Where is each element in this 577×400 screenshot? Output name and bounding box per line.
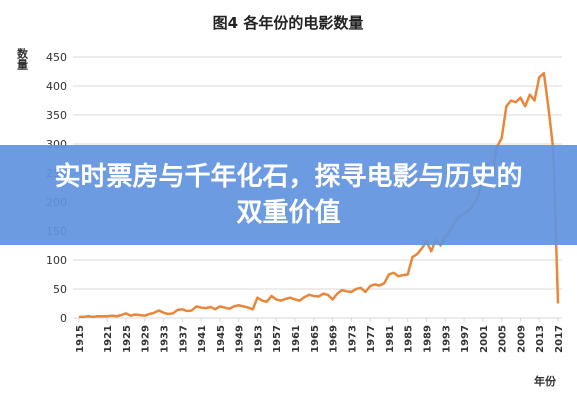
x-tick-label: 1937 bbox=[178, 325, 189, 353]
x-tick-label: 2001 bbox=[479, 325, 490, 353]
x-tick-label: 2005 bbox=[498, 325, 509, 353]
y-tick-label: 100 bbox=[46, 254, 67, 267]
y-tick-label: 50 bbox=[53, 283, 67, 296]
x-tick-label: 1973 bbox=[347, 325, 358, 353]
x-tick-label: 1945 bbox=[216, 325, 227, 353]
x-tick-label: 1961 bbox=[291, 325, 302, 353]
x-tick-label: 1977 bbox=[366, 325, 377, 353]
y-tick-label: 0 bbox=[60, 312, 67, 325]
x-tick-label: 1957 bbox=[272, 325, 283, 353]
x-axis-label: 年份 bbox=[534, 374, 557, 388]
x-tick-label: 1949 bbox=[235, 325, 246, 353]
y-tick-label: 450 bbox=[46, 51, 67, 64]
banner: 实时票房与千年化石，探寻电影与历史的双重价值 bbox=[0, 145, 577, 245]
x-tick-label: 2009 bbox=[516, 325, 527, 353]
y-axis-label: 数量 bbox=[16, 47, 29, 70]
y-tick-label: 400 bbox=[46, 80, 67, 93]
x-tick-label: 2013 bbox=[535, 325, 546, 353]
x-tick-label: 1933 bbox=[160, 325, 171, 353]
x-tick-label: 1989 bbox=[423, 325, 434, 353]
x-tick-label: 2017 bbox=[554, 325, 565, 353]
x-tick-label: 1929 bbox=[141, 325, 152, 353]
x-tick-label: 1969 bbox=[329, 325, 340, 353]
chart-title: 图4 各年份的电影数量 bbox=[213, 14, 364, 32]
x-tick-label: 1993 bbox=[441, 325, 452, 353]
banner-title: 实时票房与千年化石，探寻电影与历史的双重价值 bbox=[54, 162, 523, 228]
x-tick-label: 1941 bbox=[197, 325, 208, 353]
x-tick-label: 1981 bbox=[385, 325, 396, 353]
x-tick-label: 1985 bbox=[404, 325, 415, 353]
y-tick-label: 350 bbox=[46, 109, 67, 122]
x-tick-label: 1925 bbox=[122, 325, 133, 353]
x-tick-label: 1997 bbox=[460, 325, 471, 353]
x-tick-label: 1965 bbox=[310, 325, 321, 353]
x-tick-label: 1915 bbox=[75, 325, 86, 353]
x-tick-label: 1953 bbox=[253, 325, 264, 353]
x-tick-label: 1921 bbox=[103, 325, 114, 353]
